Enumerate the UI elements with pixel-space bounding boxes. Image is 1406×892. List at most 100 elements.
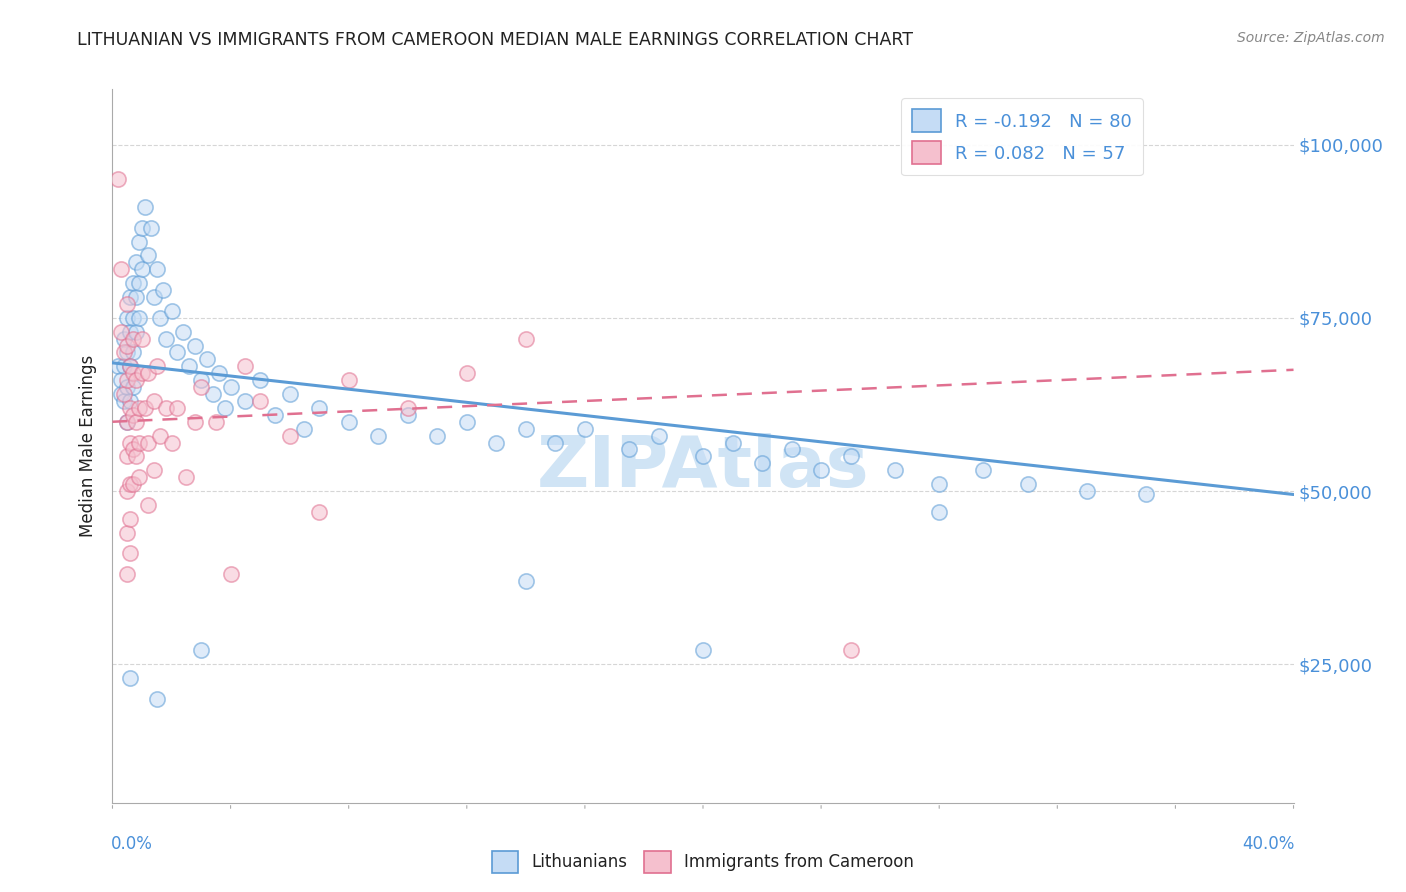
Point [149,428,172,442]
Point [131,220,153,235]
Point [751,456,773,470]
Point [205,415,228,429]
Point [249,394,271,409]
Point [426,428,449,442]
Point [1017,477,1039,491]
Point [160,435,183,450]
Point [125,255,148,269]
Point [110,387,132,401]
Point [120,401,142,415]
Point [125,290,148,304]
Point [928,477,950,491]
Point [117,297,138,311]
Point [292,422,315,436]
Point [195,352,218,367]
Point [120,359,142,374]
Point [692,450,714,464]
Point [574,422,596,436]
Point [117,415,138,429]
Point [160,304,183,318]
Point [117,525,138,540]
Point [515,422,537,436]
Point [125,450,148,464]
Point [278,387,301,401]
Point [179,359,201,374]
Point [112,345,135,359]
Point [122,310,145,325]
Point [120,290,142,304]
Point [337,415,360,429]
Point [122,477,145,491]
Point [884,463,907,477]
Point [278,428,301,442]
Point [166,345,188,359]
Point [839,450,862,464]
Point [208,366,231,380]
Point [308,401,330,415]
Point [112,394,135,409]
Point [117,415,138,429]
Point [142,463,165,477]
Point [396,408,419,422]
Point [219,567,242,582]
Point [219,380,242,394]
Point [128,276,150,290]
Point [136,498,159,512]
Point [149,310,172,325]
Point [125,325,148,339]
Point [166,401,188,415]
Point [647,428,671,442]
Point [233,394,256,409]
Point [456,366,478,380]
Point [146,262,169,277]
Point [117,380,138,394]
Text: ZIPAtlas: ZIPAtlas [537,433,869,502]
Point [190,373,212,387]
Point [155,401,177,415]
Point [110,262,132,277]
Point [122,276,145,290]
Point [1135,487,1157,501]
Point [485,435,508,450]
Point [128,235,150,249]
Point [810,463,832,477]
Point [928,505,950,519]
Point [128,310,150,325]
Point [139,220,162,235]
Point [780,442,803,457]
Point [1076,483,1098,498]
Point [117,483,138,498]
Point [134,401,156,415]
Point [184,338,207,352]
Point [117,345,138,359]
Point [112,359,135,374]
Point [107,359,129,374]
Point [249,373,271,387]
Text: LITHUANIAN VS IMMIGRANTS FROM CAMEROON MEDIAN MALE EARNINGS CORRELATION CHART: LITHUANIAN VS IMMIGRANTS FROM CAMEROON M… [77,31,914,49]
Point [120,325,142,339]
Point [190,643,212,657]
Point [172,325,194,339]
Point [721,435,744,450]
Point [122,366,145,380]
Point [146,691,169,706]
Point [112,387,135,401]
Point [142,394,165,409]
Point [134,200,156,214]
Point [122,408,145,422]
Point [120,359,142,374]
Point [142,290,165,304]
Point [544,435,567,450]
Point [117,567,138,582]
Point [112,332,135,346]
Point [120,512,142,526]
Point [692,643,714,657]
Point [456,415,478,429]
Point [117,373,138,387]
Text: 0.0%: 0.0% [111,835,153,853]
Point [125,373,148,387]
Point [122,442,145,457]
Point [233,359,256,374]
Point [515,332,537,346]
Point [120,477,142,491]
